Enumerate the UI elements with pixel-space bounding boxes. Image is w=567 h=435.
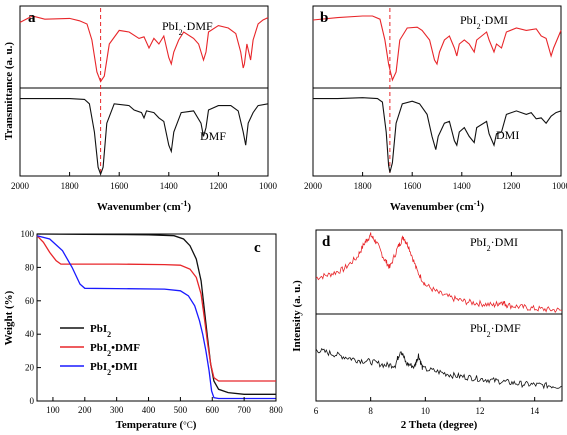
panel-a-letter: a (28, 10, 36, 26)
panel-a-y-axis-label: Transmittance (a. u.) (3, 42, 15, 141)
panel-c-y-tick-label: 60 (25, 296, 35, 306)
panel-c-legend-label-pbi2: PbI2 (90, 323, 111, 339)
panel-a-x-tick-label: 1200 (209, 181, 228, 191)
panel-d-x-tick-label: 6 (314, 406, 319, 416)
panel-c-x-tick-label: 500 (174, 405, 188, 415)
panel-d-series-line-pbi2-dmf (315, 347, 562, 390)
panel-c-letter: c (254, 240, 261, 256)
panel-c-x-tick-label: 100 (46, 405, 60, 415)
panel-a: 2000 1800 1600 1400 1200 1000 a PbI2·DMF DMF … (3, 5, 278, 214)
panel-d-x-tick-label: 10 (421, 406, 431, 416)
panel-b-series-line-dmi (313, 97, 562, 173)
panel-a-series-label-pbi2-dmf: PbI2·DMF (162, 19, 213, 37)
panel-d-series-label-pbi2-dmi: PbI2·DMI (470, 235, 518, 253)
panel-d: 6 8 10 12 14 d PbI2·DMI PbI2·DMF 2 Theta (de… (291, 229, 563, 431)
panel-c-y-tick-label: 40 (25, 329, 35, 339)
panel-c-legend: PbI2 PbI2•DMF PbI2•DMI (60, 323, 140, 377)
panel-c-legend-label-pbi2-dmf: PbI2•DMF (90, 342, 140, 358)
panel-a-x-tick-label: 2000 (11, 181, 30, 191)
panel-c-x-tick-label: 200 (78, 405, 92, 415)
panel-d-x-tick-label: 8 (368, 406, 373, 416)
panel-d-x-tick-label: 12 (476, 406, 485, 416)
panel-b-x-tick-label: 1800 (354, 181, 373, 191)
panel-c-series-line-pbi2 (36, 233, 276, 395)
panel-a-x-tick-label: 1000 (259, 181, 278, 191)
panel-a-series-label-dmf: DMF (200, 129, 226, 143)
panel-c-y-tick-label: 20 (25, 363, 35, 373)
panel-c-x-tick-label: 600 (206, 405, 220, 415)
panel-b-x-tick-label: 1000 (552, 181, 567, 191)
panel-b-x-tick-label: 1600 (403, 181, 422, 191)
panel-b-frame (312, 5, 562, 177)
panel-b-letter: b (320, 10, 328, 26)
panel-c-y-tick-label: 80 (25, 262, 35, 272)
panel-b-series-label-pbi2-dmi: PbI2·DMI (460, 13, 508, 31)
panel-b-x-tick-label: 2000 (304, 181, 323, 191)
panel-d-x-axis-label: 2 Theta (degree) (401, 419, 478, 431)
panel-c-legend-label-pbi2-dmi: PbI2•DMI (90, 361, 138, 377)
panel-d-series-line-pbi2-dmi (315, 232, 563, 313)
panel-a-x-tick-label: 1400 (160, 181, 179, 191)
panel-d-y-axis-label: Intensity (a. u.) (291, 280, 303, 352)
panel-c-y-tick-label: 100 (21, 229, 35, 239)
panel-c-x-tick-label: 800 (269, 405, 283, 415)
panel-a-x-tick-label: 1800 (61, 181, 80, 191)
panel-d-frame (315, 229, 563, 402)
panel-c-y-axis-label: Weight (%) (3, 290, 15, 345)
panel-d-letter: d (322, 234, 331, 250)
panel-a-series-line-dmf (20, 98, 269, 176)
panel-a-series-line-pbi2-dmf (19, 15, 269, 83)
panel-b-series-line-pbi2-dmi (312, 15, 562, 82)
panel-c-x-tick-label: 400 (142, 405, 156, 415)
panel-c: 100 200 300 400 500 600 700 800 0 20 40 60 80 100 c P… (3, 229, 283, 431)
panel-a-x-axis-label: Wavenumber (cm-1) (97, 199, 192, 214)
panel-d-x-tick-label: 14 (530, 406, 540, 416)
panel-c-y-tick-label: 0 (30, 396, 35, 406)
panel-a-frame (19, 5, 269, 177)
panel-a-x-tick-label: 1600 (110, 181, 129, 191)
panel-b-x-tick-label: 1200 (502, 181, 521, 191)
panel-c-frame (36, 233, 277, 402)
panel-b-x-tick-label: 1400 (453, 181, 472, 191)
panel-c-series-line-pbi2-dmf (36, 235, 276, 382)
panel-d-series-label-pbi2-dmf: PbI2·DMF (470, 321, 521, 339)
panel-b-series-label-dmi: DMI (496, 128, 519, 142)
panel-b-x-axis-label: Wavenumber (cm-1) (390, 199, 485, 214)
panel-c-x-tick-label: 300 (110, 405, 124, 415)
panel-c-x-axis-label: Temperature (°C) (116, 419, 197, 431)
panel-c-series-line-pbi2-dmi (36, 235, 276, 400)
panel-c-x-tick-label: 700 (237, 405, 251, 415)
